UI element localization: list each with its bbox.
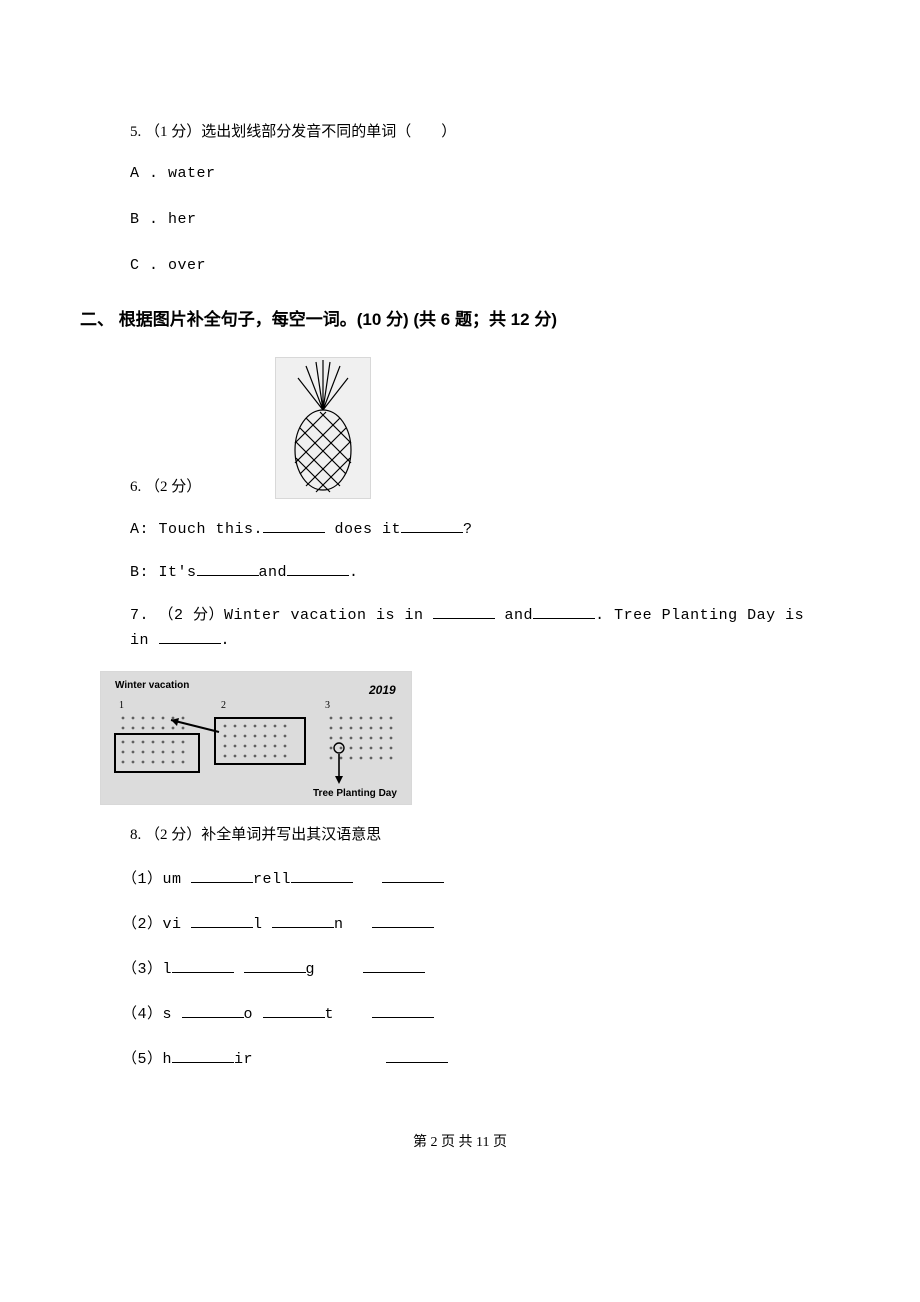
blank xyxy=(197,560,259,576)
page-footer: 第 2 页 共 11 页 xyxy=(110,1132,810,1154)
q8-stem: 8. （2 分）补全单词并写出其汉语意思 xyxy=(130,823,810,847)
q5-option-c: C . over xyxy=(130,254,810,278)
text: （4）s xyxy=(122,1006,182,1023)
blank xyxy=(191,867,253,883)
blank xyxy=(433,603,495,619)
text: l xyxy=(253,916,272,933)
q6-line-b: B: It's and. xyxy=(130,560,810,585)
blank xyxy=(172,957,234,973)
q7-stem: 7. （2 分）Winter vacation is in and. Tree … xyxy=(130,603,810,653)
section-2-heading: 二、 根据图片补全句子，每空一词。(10 分) (共 6 题；共 12 分) xyxy=(80,306,810,333)
blank xyxy=(272,912,334,928)
q6-label: 6. （2 分） xyxy=(130,479,201,495)
blank xyxy=(287,560,349,576)
blank xyxy=(533,603,595,619)
blank xyxy=(263,1002,325,1018)
text: o xyxy=(244,1006,263,1023)
q7-mid: and xyxy=(495,607,533,624)
blank xyxy=(263,517,325,533)
q6-b-pre: B: It's xyxy=(130,564,197,581)
cal-year: 2019 xyxy=(368,683,396,697)
blank xyxy=(386,1047,448,1063)
q6-row: 6. （2 分） xyxy=(110,357,810,499)
q7-pre: 7. （2 分）Winter vacation is in xyxy=(130,607,433,624)
cal-caption: Tree Planting Day xyxy=(313,788,397,799)
q6-a-mid: does it xyxy=(325,521,401,538)
q6-line-a: A: Touch this. does it? xyxy=(130,517,810,542)
blank xyxy=(182,1002,244,1018)
blank xyxy=(291,867,353,883)
text: t xyxy=(325,1006,335,1023)
calendar-icon: Winter vacation 2019 1 2 xyxy=(101,672,411,804)
svg-text:3: 3 xyxy=(325,700,330,711)
text: （1）um xyxy=(122,871,191,888)
calendar-image: Winter vacation 2019 1 2 xyxy=(100,671,412,805)
q7-post: . xyxy=(221,632,231,649)
q6-a-pre: A: Touch this. xyxy=(130,521,263,538)
blank xyxy=(244,957,306,973)
q6-b-post: . xyxy=(349,564,359,581)
text: （2）vi xyxy=(122,916,191,933)
q5-option-b: B . her xyxy=(130,208,810,232)
q8-sub-5: （5）h ir xyxy=(122,1047,810,1072)
q8-sub-1: （1）um rell xyxy=(122,867,810,892)
q8-sub-3: （3）l g xyxy=(122,957,810,982)
text: g xyxy=(306,961,316,978)
pineapple-icon xyxy=(276,358,370,498)
q6-b-mid: and xyxy=(259,564,288,581)
q8-sub-4: （4）s o t xyxy=(122,1002,810,1027)
blank xyxy=(172,1047,234,1063)
text: （3）l xyxy=(122,961,172,978)
blank xyxy=(363,957,425,973)
blank xyxy=(372,1002,434,1018)
q8-sub-2: （2）vi l n xyxy=(122,912,810,937)
text xyxy=(234,961,244,978)
blank xyxy=(372,912,434,928)
q6-a-post: ? xyxy=(463,521,473,538)
text: ir xyxy=(234,1051,253,1068)
text: rell xyxy=(253,871,291,888)
cal-title: Winter vacation xyxy=(115,680,189,691)
blank xyxy=(159,628,221,644)
svg-text:1: 1 xyxy=(119,700,124,711)
svg-text:2: 2 xyxy=(221,700,226,711)
blank xyxy=(401,517,463,533)
pineapple-image xyxy=(275,357,371,499)
q5-option-a: A . water xyxy=(130,162,810,186)
text: n xyxy=(334,916,344,933)
blank xyxy=(191,912,253,928)
page: 5. （1 分）选出划线部分发音不同的单词（ ） A . water B . h… xyxy=(0,0,920,1195)
blank xyxy=(382,867,444,883)
q5-stem: 5. （1 分）选出划线部分发音不同的单词（ ） xyxy=(130,120,810,144)
text: （5）h xyxy=(122,1051,172,1068)
